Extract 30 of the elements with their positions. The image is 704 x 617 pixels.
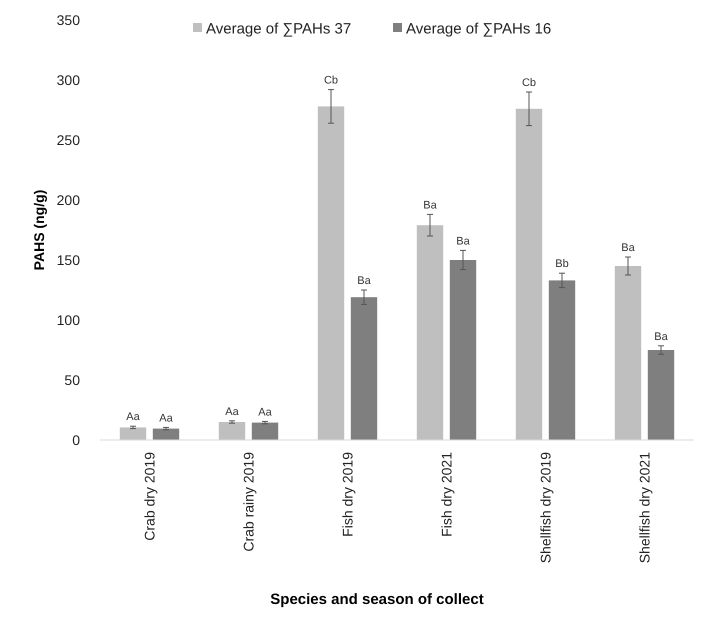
y-tick-label: 150: [56, 252, 80, 268]
y-tick-label: 300: [56, 72, 80, 88]
data-label: Cb: [522, 77, 536, 89]
x-tick-label: Shellfish dry 2019: [537, 452, 554, 564]
data-label: Ba: [423, 199, 438, 212]
y-tick-label: 200: [56, 192, 80, 208]
y-tick-label: 100: [56, 312, 80, 328]
data-label: Aa: [225, 406, 240, 418]
y-axis-title: PAHS (ng/g): [31, 190, 47, 270]
data-label: Ba: [621, 242, 636, 254]
data-label: Cb: [324, 74, 338, 87]
x-tick-label: Shellfish dry 2021: [636, 452, 652, 564]
legend-label: Average of ∑PAHs 37: [206, 20, 352, 38]
y-tick-label: 250: [56, 132, 80, 148]
data-label: Ba: [654, 330, 669, 343]
x-tick-label: Fish dry 2021: [438, 452, 454, 537]
data-label: Aa: [159, 412, 174, 424]
y-tick-label: 0: [72, 432, 80, 448]
y-tick-label: 350: [56, 12, 80, 28]
x-axis-title: Species and season of collect: [270, 591, 484, 608]
x-tick-label: Crab dry 2019: [141, 452, 158, 541]
x-tick-label: Fish dry 2019: [339, 452, 356, 537]
data-label: Bb: [555, 258, 569, 270]
data-label: Ba: [456, 235, 471, 248]
data-label: Aa: [258, 406, 273, 418]
y-tick-label: 50: [64, 372, 80, 388]
data-label: Aa: [126, 411, 141, 424]
data-label: Ba: [357, 275, 372, 287]
x-tick-label: Crab rainy 2019: [240, 452, 256, 552]
legend-label: Average of ∑PAHs 16: [406, 20, 552, 38]
